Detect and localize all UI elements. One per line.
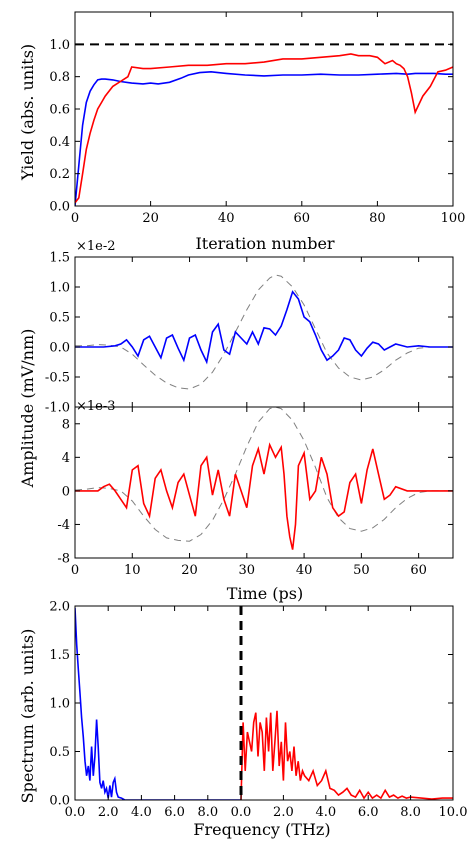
time-x-tick-label: 50	[353, 563, 370, 578]
yield-y-tick-label: 0.0	[49, 200, 70, 215]
time-x-tick-label: 30	[239, 563, 256, 578]
frequency-x-tick-label: 4.0	[315, 805, 336, 820]
amplitude-bottom-y-tick-label: 8	[62, 417, 70, 432]
yield-series-line	[75, 70, 453, 206]
yield-ylabel: Yield (abs. units)	[18, 44, 37, 181]
frequency-x-tick-label: 6.0	[164, 805, 185, 820]
frequency-xlabel: Frequency (THz)	[193, 820, 330, 839]
time-x-tick-label: 40	[296, 563, 313, 578]
amplitude-bottom-series-line	[75, 407, 453, 542]
yield-y-tick-label: 0.2	[49, 167, 70, 182]
time-x-tick-label: 0	[71, 563, 79, 578]
spectrum-ylabel: Spectrum (arb. units)	[18, 629, 37, 804]
spectrum-y-tick-label: 1.5	[49, 648, 70, 663]
frequency-x-tick-label: 0.0	[231, 805, 252, 820]
frequency-x-tick-label: 10.0	[439, 805, 468, 820]
amplitude-top-series-line	[75, 274, 453, 390]
amplitude-bottom-y-tick-label: -4	[57, 518, 70, 533]
yield-x-tick-label: 60	[294, 211, 311, 226]
amplitude-top-y-tick-label: -1.0	[45, 401, 70, 416]
frequency-x-tick-label: 0.0	[65, 805, 86, 820]
amplitude-top-axes-frame	[74, 256, 454, 408]
yield-x-tick-label: 20	[142, 211, 159, 226]
time-x-tick-label: 20	[181, 563, 198, 578]
amplitude-bottom-axes-frame	[74, 406, 454, 559]
yield-y-tick-label: 0.8	[49, 70, 70, 85]
frequency-x-tick-label: 2.0	[273, 805, 294, 820]
amplitude-top-y-tick-label: 1.5	[49, 251, 70, 266]
yield-axes-frame	[74, 11, 454, 207]
amplitude-top-series-line	[75, 290, 453, 365]
amplitude-ylabel: Amplitude (mV/nm)	[18, 329, 37, 489]
amplitude-top-y-tick-label: -0.5	[45, 371, 70, 386]
yield-x-tick-label: 0	[71, 211, 79, 226]
amplitude-bottom-y-tick-label: 0	[62, 484, 70, 499]
frequency-x-tick-label: 6.0	[358, 805, 379, 820]
amplitude-top-y-tick-label: 0.5	[49, 311, 70, 326]
amplitude-bottom-exponent: ×1e-3	[76, 399, 116, 414]
time-x-tick-label: 60	[410, 563, 427, 578]
yield-y-tick-label: 0.6	[49, 103, 70, 118]
frequency-x-tick-label: 4.0	[131, 805, 152, 820]
time-x-tick-label: 10	[124, 563, 141, 578]
amplitude-top-y-tick-label: 1.0	[49, 281, 70, 296]
amplitude-top-y-tick-label: 0.0	[49, 341, 70, 356]
spectrum-y-tick-label: 2.0	[49, 600, 70, 615]
yield-x-tick-label: 40	[218, 211, 235, 226]
time-xlabel: Time (ps)	[227, 584, 303, 603]
spectrum-y-tick-label: 0.0	[49, 794, 70, 809]
spectrum-left-series-line	[75, 607, 241, 800]
frequency-x-tick-label: 2.0	[98, 805, 119, 820]
yield-x-tick-label: 80	[369, 211, 386, 226]
amplitude-top-exponent: ×1e-2	[76, 239, 116, 254]
spectrum-y-tick-label: 0.5	[49, 745, 70, 760]
yield-x-tick-label: 100	[441, 211, 466, 226]
spectrum-right-series-line	[240, 710, 453, 800]
amplitude-bottom-y-tick-label: 4	[62, 451, 70, 466]
yield-xlabel: Iteration number	[195, 234, 334, 253]
frequency-x-tick-label: 8.0	[400, 805, 421, 820]
yield-y-tick-label: 0.4	[49, 135, 70, 150]
frequency-x-tick-label: 8.0	[197, 805, 218, 820]
yield-y-tick-label: 1.0	[49, 38, 70, 53]
amplitude-bottom-y-tick-label: -8	[57, 552, 70, 567]
yield-series-line	[75, 53, 453, 204]
spectrum-y-tick-label: 1.0	[49, 697, 70, 712]
amplitude-bottom-series-line	[75, 442, 453, 550]
